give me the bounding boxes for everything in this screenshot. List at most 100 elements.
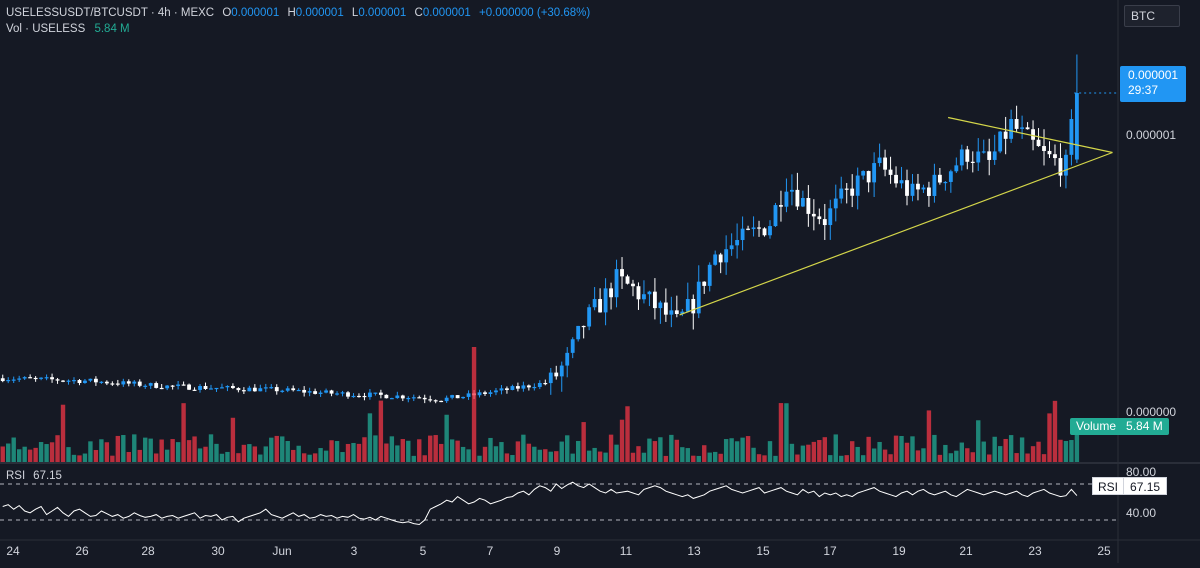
volume-bar [575,440,581,462]
volume-bar [833,434,838,462]
volume-bar [296,445,301,462]
candle-body [269,387,274,389]
time-tick-label: 26 [75,544,89,558]
candle-body [384,394,389,399]
candle-body [455,395,460,399]
candle-body [165,385,170,389]
volume-bar [811,441,817,462]
candle-body [198,385,202,390]
volume-bar [1019,437,1025,462]
last-price-value: 0.000001 [1128,68,1179,82]
candle-body [411,397,416,399]
volume-bar [806,444,811,462]
volume-bar [762,455,767,462]
volume-bar [570,453,575,462]
volume-bar [817,440,822,462]
volume-bar [323,450,329,462]
candle-body [702,281,707,286]
volume-bar [630,452,636,462]
volume-bar [828,455,833,462]
volume-bar [104,442,110,462]
candle-body [72,380,76,382]
volume-bar [581,422,586,462]
time-tick-label: Jun [272,544,291,558]
volume-bar [987,454,992,462]
rsi-legend-label[interactable]: RSI [6,470,26,482]
volume-bar [702,445,707,462]
candle-body [346,392,350,397]
volume-bar [115,435,121,462]
trendline-resistance[interactable] [947,116,1113,154]
price-tick-lower: 0.000000 [1126,405,1177,419]
candle-body [965,149,970,162]
chart-legend: USELESSUSDT/BTCUSDT · 4h · MEXC O0.00000… [6,5,590,37]
candle-body [307,391,312,393]
volume-bar [312,453,318,462]
volume-bar [16,449,22,462]
candle-body [757,227,761,229]
volume-bar [839,455,844,462]
volume-bar [417,439,422,462]
rsi-badge-label: RSI [1092,477,1125,495]
volume-bar [225,451,230,462]
candle-body [521,385,526,389]
candle-body [428,399,433,401]
candle-body [729,245,734,250]
candle-body [680,311,685,315]
candle-body [121,381,126,385]
currency-badge[interactable]: BTC [1124,5,1180,27]
candle-body [483,392,487,394]
candle-body [888,169,893,175]
trendlines[interactable] [679,116,1113,316]
candle-body [800,198,805,207]
candle-body [466,393,471,397]
symbol-label[interactable]: USELESSUSDT/BTCUSDT · 4h · MEXC [6,7,215,19]
candle-body [406,398,411,400]
volume-bar [274,435,279,462]
volume-bar [203,446,208,462]
candle-body [927,187,931,196]
volume-bar [877,441,882,462]
volume-bar [1058,439,1063,462]
volume-bar [603,452,608,462]
volume-bar [565,435,570,462]
volume-bar [948,453,954,462]
candle-body [833,198,838,209]
volume-bar [230,417,236,462]
candle-body [296,389,301,392]
trendline-support[interactable] [679,151,1113,316]
volume-bar [548,451,553,462]
candles[interactable] [0,54,1079,404]
low-label: L [351,7,359,19]
candle-body [115,383,120,385]
time-axis-labels: 24 26 28 30 Jun 3 5 7 9 11 13 15 17 19 21 23 25 [6,544,1111,558]
volume-bar [1074,426,1080,462]
candle-body [22,377,27,379]
volume-bar [126,452,131,462]
candle-body [170,385,175,387]
rsi-badge: RSI 67.15 [1092,477,1168,495]
candle-body [258,388,263,392]
candle-body [192,389,197,391]
volume-bar [745,436,751,462]
candle-body [762,228,767,236]
volume-bar [1025,453,1030,462]
time-tick-label: 28 [141,544,155,558]
volume-bar [132,434,137,462]
volume-bar [904,442,910,462]
rsi-badge-value: 67.15 [1124,477,1168,495]
candle-body [855,175,860,196]
candle-body [83,380,87,384]
candle-body [625,276,630,284]
volume-legend-label[interactable]: Vol · USELESS [6,23,86,35]
candle-body [1074,93,1079,160]
candle-body [477,392,482,396]
candle-body [839,188,844,199]
candle-body [822,219,827,226]
candle-body [674,310,679,315]
candle-body [937,174,942,183]
volume-bar [992,436,997,462]
candle-body [373,392,378,394]
